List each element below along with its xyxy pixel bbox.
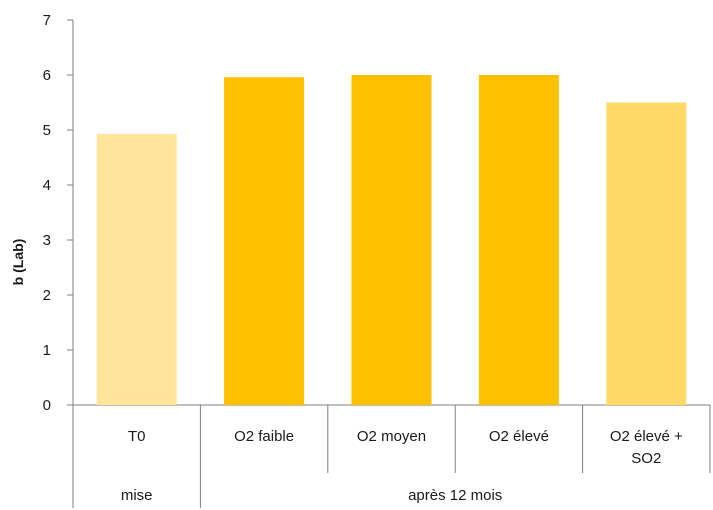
group-label: mise <box>121 487 153 504</box>
category-label: O2 faible <box>234 428 294 445</box>
category-label: O2 élevé <box>489 428 549 445</box>
category-label: O2 moyen <box>357 428 426 445</box>
category-label: SO2 <box>631 450 661 467</box>
category-label: O2 élevé + <box>610 428 683 445</box>
group-label: après 12 mois <box>408 487 502 504</box>
bar <box>224 77 305 405</box>
y-tick-label: 1 <box>43 342 51 359</box>
y-tick-label: 2 <box>43 287 51 304</box>
y-axis-label: b (Lab) <box>10 239 26 286</box>
y-tick-label: 7 <box>43 12 51 29</box>
bar <box>351 75 432 405</box>
y-tick-label: 4 <box>43 177 51 194</box>
category-label: T0 <box>128 428 146 445</box>
bar <box>96 133 177 405</box>
bars <box>96 75 687 405</box>
y-tick-label: 0 <box>43 397 51 414</box>
bar <box>478 75 559 405</box>
bar <box>606 102 687 405</box>
y-tick-label: 3 <box>43 232 51 249</box>
y-tick-label: 6 <box>43 67 51 84</box>
y-tick-label: 5 <box>43 122 51 139</box>
axes <box>67 19 711 508</box>
labels: 0 1 2 3 4 5 6 7 mise après 12 mois T0 O2 faible O2 m… <box>43 12 683 504</box>
